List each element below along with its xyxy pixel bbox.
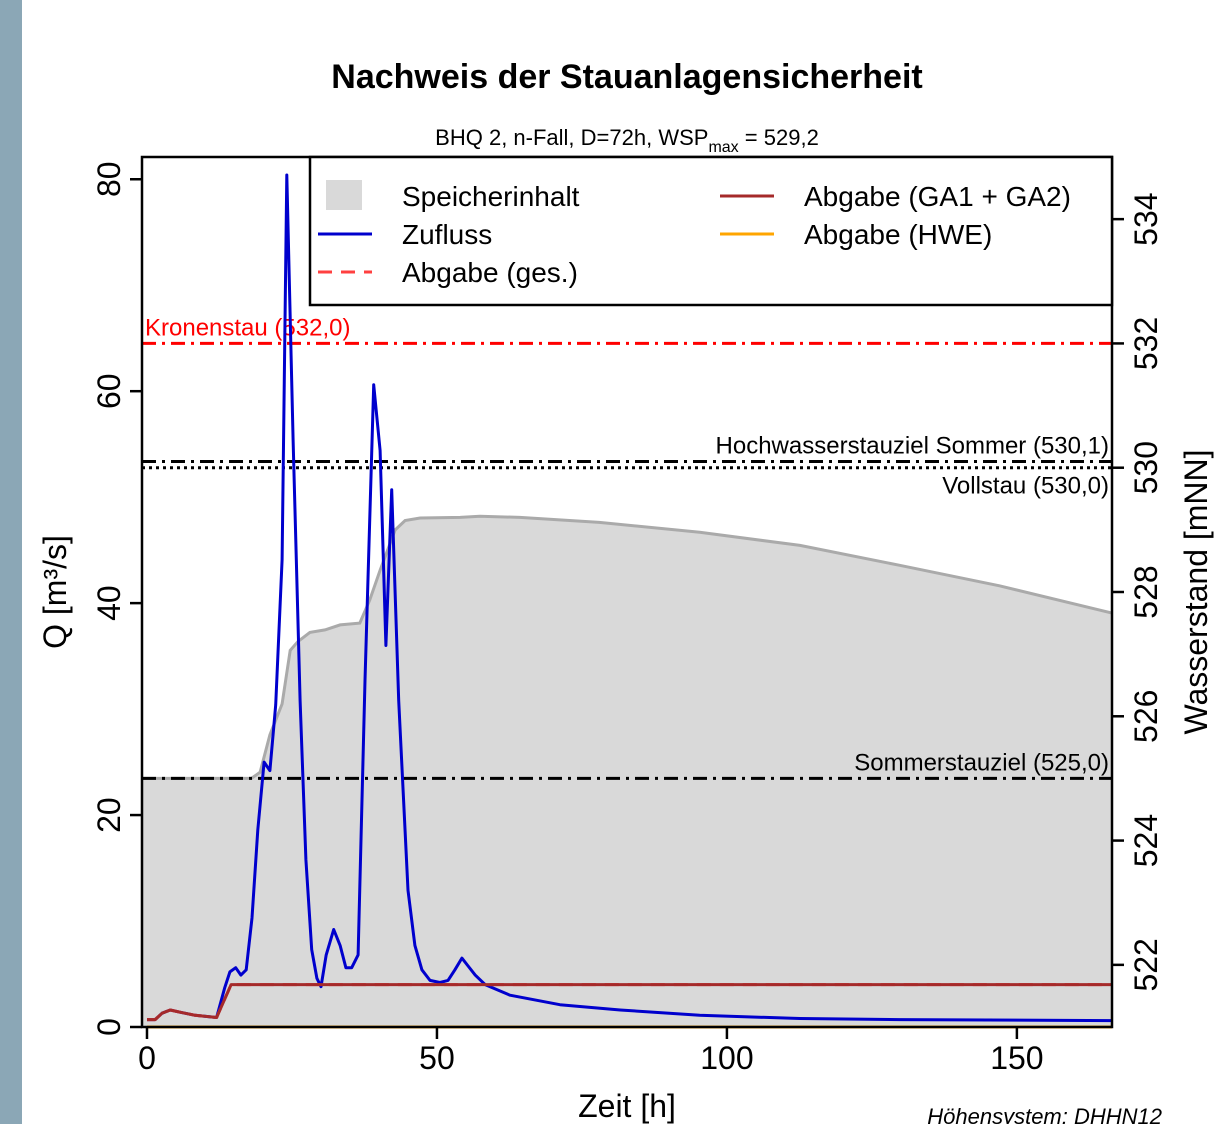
y-axis-title: Q [m³/s] — [37, 535, 73, 649]
area-outline — [142, 514, 1113, 780]
y-tick-label: 60 — [91, 373, 127, 409]
series-line — [147, 173, 1113, 1023]
footnote: Höhensystem: DHHN12 — [927, 1104, 1162, 1124]
legend-swatch — [326, 180, 362, 210]
y-tick-label: 80 — [91, 161, 127, 197]
y2-tick-label: 528 — [1128, 565, 1164, 618]
x-axis-title: Zeit [h] — [578, 1088, 676, 1124]
y-tick-label: 0 — [91, 1018, 127, 1036]
y2-tick-label: 532 — [1128, 317, 1164, 370]
legend-label: Abgabe (GA1 + GA2) — [804, 181, 1071, 212]
legend-label: Zufluss — [402, 219, 492, 250]
y2-tick-label: 530 — [1128, 441, 1164, 494]
legend-box — [308, 155, 1114, 307]
x-tick-label: 100 — [700, 1040, 753, 1076]
y2-tick-label: 522 — [1128, 938, 1164, 991]
y-tick-label: 40 — [91, 585, 127, 621]
side-strip — [0, 0, 22, 1124]
y2-axis-title: Wasserstand [mNN] — [1178, 449, 1214, 734]
x-tick-label: 150 — [990, 1040, 1043, 1076]
y2-tick-label: 534 — [1128, 192, 1164, 245]
legend-label: Abgabe (HWE) — [804, 219, 992, 250]
chart-title: Nachweis der Stauanlagensicherheit — [331, 58, 922, 96]
legend-label: Speicherinhalt — [402, 181, 580, 212]
x-tick-label: 0 — [138, 1040, 156, 1076]
subtitle-text: BHQ 2, n-Fall, D=72h, WSP — [435, 125, 708, 150]
y2-tick-label: 526 — [1128, 690, 1164, 743]
y-tick-label: 20 — [91, 797, 127, 833]
subtitle-end: = 529,2 — [739, 125, 819, 150]
reference-label: Vollstau (530,0) — [942, 473, 1109, 500]
y2-tick-label: 524 — [1128, 814, 1164, 867]
reference-label: Hochwasserstauziel Sommer (530,1) — [716, 433, 1109, 460]
x-tick-label: 50 — [419, 1040, 455, 1076]
reference-label: Sommerstauziel (525,0) — [854, 749, 1109, 776]
series-line — [147, 983, 1112, 1022]
reference-label: Kronenstau (532,0) — [145, 314, 350, 341]
chart-subtitle: BHQ 2, n-Fall, D=72h, WSPmax = 529,2 — [435, 125, 819, 156]
subtitle-sub: max — [708, 139, 738, 156]
legend-label: Abgabe (ges.) — [402, 257, 578, 288]
